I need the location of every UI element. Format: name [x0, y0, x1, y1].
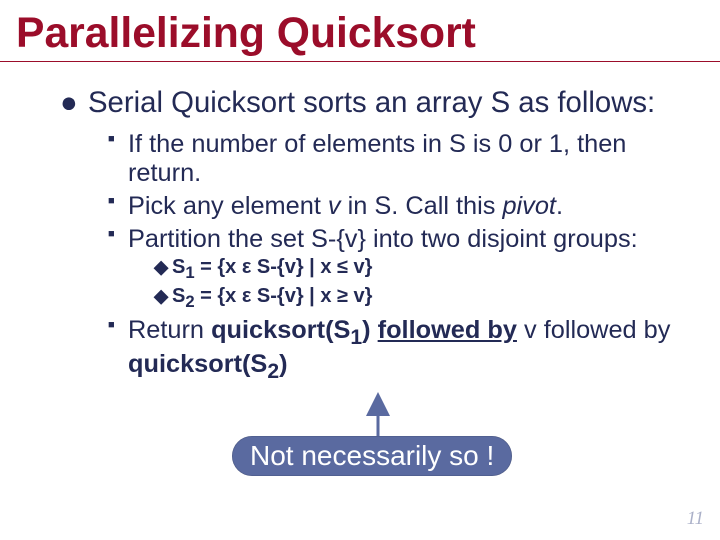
square-icon: ■ — [108, 321, 116, 329]
slide: Parallelizing Quicksort ● Serial Quickso… — [0, 0, 720, 540]
diamond-icon: ◆ — [154, 256, 168, 278]
slide-title: Parallelizing Quicksort — [0, 0, 720, 62]
square-icon: ■ — [108, 135, 116, 143]
lvl1-text: Serial Quicksort sorts an array S as fol… — [88, 86, 655, 119]
bullet-lvl2: ■ Return quicksort(S1) followed by v fol… — [108, 316, 680, 384]
bullet-lvl3: ◆ S2 = {x ε S-{v} | x ≥ v} — [154, 285, 680, 312]
lvl2-group: ■ If the number of elements in S is 0 or… — [60, 130, 680, 384]
bullet-lvl1: ● Serial Quicksort sorts an array S as f… — [60, 86, 680, 120]
page-number: 11 — [687, 508, 704, 530]
lvl3-group: ◆ S1 = {x ε S-{v} | x ≤ v} ◆ S2 = {x ε S… — [128, 256, 680, 312]
bullet-lvl2: ■ If the number of elements in S is 0 or… — [108, 130, 680, 188]
lvl2-text: Pick any element v in S. Call this pivot… — [128, 192, 563, 220]
content-area: ● Serial Quicksort sorts an array S as f… — [0, 62, 720, 384]
bullet-lvl3: ◆ S1 = {x ε S-{v} | x ≤ v} — [154, 256, 680, 283]
square-icon: ■ — [108, 230, 116, 238]
lvl2-text: Partition the set S-{v} into two disjoin… — [128, 225, 638, 253]
bullet-lvl2: ■ Pick any element v in S. Call this piv… — [108, 192, 680, 221]
lvl3-text: S1 = {x ε S-{v} | x ≤ v} — [172, 256, 372, 278]
disc-icon: ● — [60, 86, 78, 120]
lvl3-text: S2 = {x ε S-{v} | x ≥ v} — [172, 285, 372, 307]
diamond-icon: ◆ — [154, 285, 168, 307]
lvl2-text: Return quicksort(S1) followed by v follo… — [128, 316, 670, 378]
callout-bubble: Not necessarily so ! — [232, 436, 512, 476]
bullet-lvl2: ■ Partition the set S-{v} into two disjo… — [108, 225, 680, 312]
lvl2-text: If the number of elements in S is 0 or 1… — [128, 130, 626, 187]
square-icon: ■ — [108, 197, 116, 205]
